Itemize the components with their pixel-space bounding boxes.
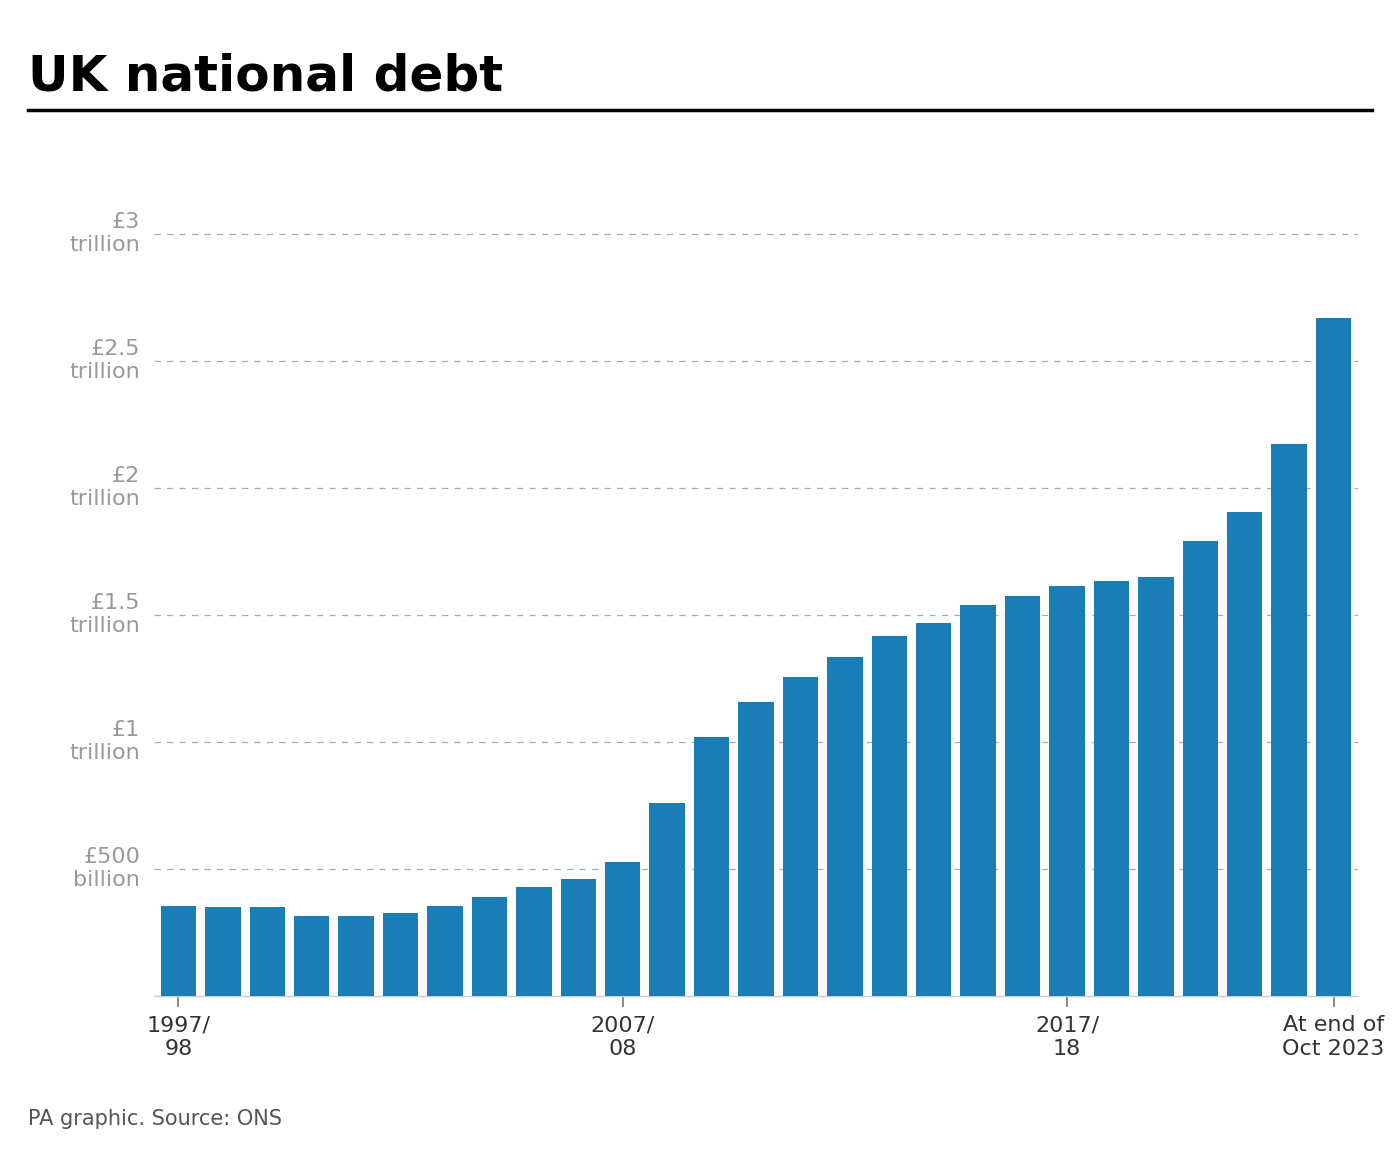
Bar bbox=[204, 907, 241, 996]
Bar bbox=[827, 657, 862, 996]
Bar bbox=[783, 676, 818, 996]
Bar bbox=[1005, 595, 1040, 996]
Bar bbox=[1049, 586, 1085, 996]
Bar bbox=[382, 913, 419, 996]
Bar bbox=[1183, 541, 1218, 996]
Bar bbox=[1093, 581, 1130, 996]
Bar bbox=[294, 916, 329, 996]
Bar bbox=[339, 916, 374, 996]
Bar bbox=[605, 862, 640, 996]
Bar bbox=[472, 896, 507, 996]
Bar bbox=[738, 702, 774, 996]
Bar bbox=[650, 802, 685, 996]
Bar bbox=[916, 623, 952, 996]
Bar bbox=[1316, 317, 1351, 996]
Bar bbox=[1138, 577, 1173, 996]
Bar bbox=[161, 907, 196, 996]
Bar bbox=[1226, 513, 1263, 996]
Bar bbox=[560, 879, 596, 996]
Text: UK national debt: UK national debt bbox=[28, 52, 503, 100]
Bar bbox=[694, 738, 729, 996]
Bar bbox=[872, 637, 907, 996]
Bar bbox=[427, 906, 463, 996]
Text: PA graphic. Source: ONS: PA graphic. Source: ONS bbox=[28, 1109, 281, 1129]
Bar bbox=[249, 907, 286, 996]
Bar bbox=[517, 887, 552, 996]
Bar bbox=[1271, 445, 1308, 996]
Bar bbox=[960, 606, 995, 996]
